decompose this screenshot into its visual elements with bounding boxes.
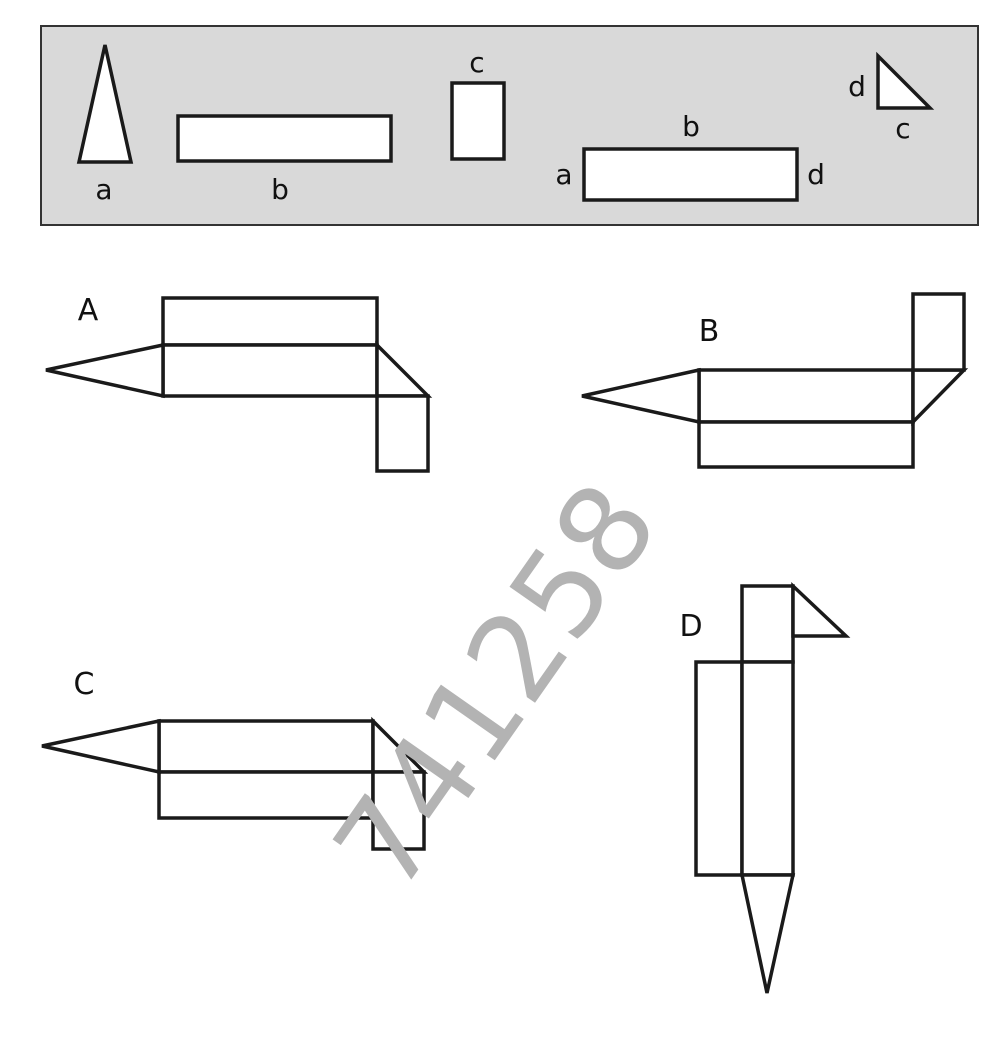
option-d-pointed-triangle — [739, 873, 796, 994]
legend-label-d-right: d — [807, 158, 825, 191]
option-c: C — [41, 667, 429, 851]
legend-label-a: a — [95, 173, 112, 206]
option-c-small-rect — [371, 770, 426, 851]
option-b-pointed-triangle — [581, 367, 701, 425]
option-d-side-triangle — [791, 581, 851, 638]
option-c-pointed-triangle — [41, 718, 161, 775]
option-b-bottom-rect — [697, 420, 915, 469]
legend-label-b-top: b — [682, 110, 700, 143]
option-a-main-rect — [161, 343, 379, 398]
legend-label-c: c — [469, 46, 484, 79]
legend-triangle-dc — [876, 51, 935, 110]
option-b-corner-triangle — [911, 368, 969, 427]
option-d-center-rect — [740, 660, 795, 877]
option-a-label: A — [78, 293, 99, 328]
legend-triangle-a — [76, 44, 134, 164]
option-a-small-rect — [375, 394, 430, 473]
legend-rectangle-c — [450, 81, 506, 161]
option-c-label: C — [74, 667, 95, 702]
option-d-label: D — [679, 609, 702, 644]
legend-label-c-bottom: c — [895, 112, 910, 145]
option-a-top-rect — [161, 296, 379, 347]
option-b-label: B — [699, 314, 720, 349]
option-d-top-rect — [740, 584, 795, 664]
option-b-main-rect — [697, 368, 915, 424]
option-a: A — [45, 293, 433, 473]
option-d: D — [679, 581, 851, 994]
legend-rectangle-b — [176, 114, 393, 163]
legend-panel: a b c b a d d c — [40, 25, 979, 226]
legend-rectangle-abd — [582, 147, 799, 202]
option-d-left-rect — [694, 660, 744, 877]
legend-label-a-left: a — [555, 158, 572, 191]
option-b: B — [581, 292, 969, 469]
option-b-small-rect — [911, 292, 966, 372]
option-a-corner-triangle — [375, 340, 433, 398]
legend-label-d: d — [848, 70, 866, 103]
watermark-text: 741258 — [309, 459, 686, 914]
option-a-pointed-triangle — [45, 342, 165, 399]
option-c-top-rect — [157, 719, 375, 774]
legend-label-b: b — [271, 173, 289, 206]
